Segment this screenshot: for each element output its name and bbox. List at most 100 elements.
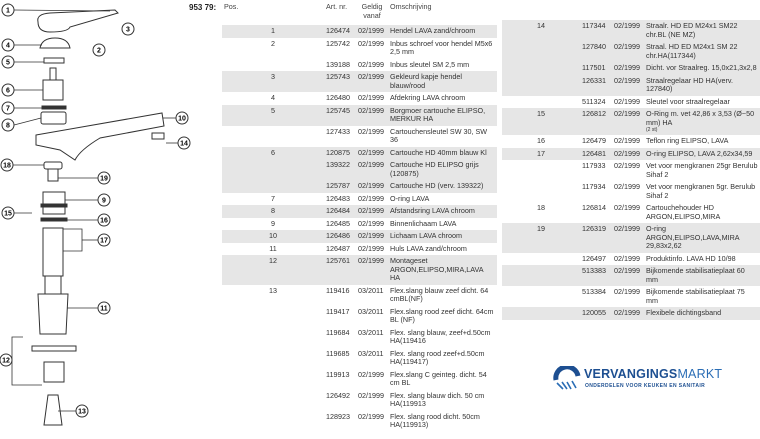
- cell-description: Montageset ARGON,ELIPSO,MIRA,LAVA HA: [388, 255, 497, 285]
- cell-valid-from-text: 02/1999: [614, 109, 640, 118]
- callout-14: 14: [177, 136, 191, 150]
- cell-pos: 9: [222, 218, 324, 231]
- cell-valid-from-text: 02/1999: [358, 243, 384, 253]
- cell-pos: 1: [222, 25, 324, 38]
- cell-pos: 15: [502, 108, 580, 135]
- cell-pos: 12: [222, 255, 324, 285]
- cell-valid-from: 02/1999: [356, 243, 388, 256]
- callout-number: 12: [2, 358, 10, 365]
- cell-pos-text: 1: [271, 26, 275, 35]
- cell-pos: [502, 265, 580, 286]
- cell-valid-from-text: 02/1999: [614, 148, 640, 158]
- cell-art-nr: 127840: [580, 41, 612, 62]
- callout-12: 12: [0, 353, 13, 367]
- header-pos: Pos.: [224, 2, 239, 11]
- callout-9: 9: [97, 193, 111, 207]
- callout-circle: [75, 404, 89, 418]
- cell-art-nr-text: 127840: [582, 42, 606, 51]
- cell-valid-from-text: 02/1999: [614, 224, 640, 233]
- cell-art-nr-text: 126484: [326, 206, 350, 215]
- cell-description: Cartouchehouder HD ARGON,ELIPSO,MIRA: [644, 202, 760, 223]
- cell-description-text: Sleutel voor straalregelaar: [646, 96, 730, 106]
- cell-description-text: Bijkomende stabilisatieplaat 60 mm: [646, 266, 745, 284]
- cell-description-text: Lichaam LAVA chroom: [390, 231, 463, 240]
- cell-art-nr: 126483: [324, 193, 356, 206]
- cell-description-text: O-ring ELIPSO, LAVA 2,62x34,59: [646, 148, 753, 158]
- table-row: 3 125743 02/1999 Gekleurd kapje hendel blau…: [222, 71, 497, 92]
- callout-number: 18: [3, 163, 11, 170]
- cell-pos-text: 3: [271, 72, 275, 81]
- table-row: 17 126481 02/1999 O-ring ELIPSO, LAVA 2,62x…: [502, 147, 760, 160]
- cell-art-nr: 126479: [580, 135, 612, 148]
- cell-art-nr-text: 120055: [582, 308, 606, 317]
- cell-valid-from-text: 02/1999: [614, 21, 640, 30]
- cell-pos-text: 7: [271, 193, 275, 203]
- cell-pos: 2: [222, 38, 324, 59]
- cell-description-text: Afstandsring LAVA chroom: [390, 206, 475, 215]
- table-row: 127840 02/1999 Straal. HD ED M24x1 SM 22 c…: [502, 41, 760, 62]
- callout-number: 13: [78, 409, 86, 416]
- cell-art-nr-text: 513383: [582, 266, 606, 275]
- cell-description: Straal. HD ED M24x1 SM 22 chr.HA(117344): [644, 41, 760, 62]
- cell-art-nr-text: 125745: [326, 105, 350, 115]
- cell-pos: [222, 59, 324, 72]
- cell-description-text: Flex.slang blauw zeef dicht. 64 cmBL(NF): [390, 285, 489, 303]
- cell-art-nr: 117933: [580, 160, 612, 181]
- cell-description-text: Straal. HD ED M24x1 SM 22 chr.HA(117344): [646, 42, 738, 60]
- callout-circle: [97, 193, 111, 207]
- cell-description: Flex. slang blauw dich. 50 cm HA(119913: [388, 390, 497, 411]
- cell-description: Flex.slang C geinteg. dicht. 54 cm BL: [388, 369, 497, 390]
- callout-circle: [177, 136, 191, 150]
- table-row: 15 126812 02/1999 O-Ring m. vet 42,86 x 3,5…: [502, 108, 760, 135]
- cell-valid-from-text: 02/1999: [358, 126, 384, 136]
- cell-valid-from-text: 02/1999: [614, 161, 640, 170]
- callout-circle: [1, 206, 15, 220]
- cell-art-nr: 126481: [580, 147, 612, 160]
- cell-description-text: Straalr. HD ED M24x1 SM22 chr.BL (NE MZ): [646, 21, 738, 39]
- cell-pos: [222, 306, 324, 327]
- cell-description-text: Flex. slang blauw dich. 50 cm HA(119913: [390, 390, 485, 408]
- cell-valid-from-text: 02/1999: [614, 266, 640, 275]
- cell-valid-from-text: 03/2011: [358, 348, 384, 358]
- cell-valid-from: 02/1999: [356, 92, 388, 105]
- table-row: 5 125745 02/1999 Borgmoer cartouche ELIPSO,…: [222, 104, 497, 126]
- cell-description: Produktinfo. LAVA HD 10/98: [644, 253, 760, 266]
- cell-valid-from-text: 02/1999: [358, 105, 384, 115]
- table-row: 119685 03/2011 Flex. slang rood zeef+d.50c…: [222, 348, 497, 369]
- cell-pos: [502, 41, 580, 62]
- cell-pos: 17: [502, 147, 580, 160]
- cell-valid-from-text: 02/1999: [614, 253, 640, 263]
- table-row: 139188 02/1999 Inbus sleutel SM 2,5 mm: [222, 59, 497, 72]
- cell-description-text: Cartouchehouder HD ARGON,ELIPSO,MIRA: [646, 203, 721, 221]
- cell-pos: [222, 369, 324, 390]
- cell-description: Gekleurd kapje hendel blauw/rood: [388, 71, 497, 92]
- callout-number: 7: [6, 106, 10, 113]
- table-row: 513384 02/1999 Bijkomende stabilisatieplaa…: [502, 286, 760, 307]
- cell-valid-from-text: 02/1999: [358, 218, 384, 228]
- cell-pos: 10: [222, 230, 324, 243]
- callout-circle: [92, 43, 106, 57]
- parts-table-right: 14 117344 02/1999 Straalr. HD ED M24x1 SM22…: [502, 20, 760, 320]
- cell-description-text: O-Ring m. vet 42,86 x 3,53 (Ø~50 mm) HA: [646, 109, 755, 127]
- cell-valid-from: 02/1999: [612, 223, 644, 253]
- cell-art-nr: 117934: [580, 181, 612, 202]
- cell-pos-text: 18: [537, 203, 545, 212]
- cell-valid-from-text: 02/1999: [358, 26, 384, 35]
- cell-description: Cartouche HD ELIPSO grijs (120875): [388, 159, 497, 180]
- cell-valid-from: 02/1999: [612, 265, 644, 286]
- cell-description: Bijkomende stabilisatieplaat 75 mm: [644, 286, 760, 307]
- cell-art-nr-text: 117933: [582, 161, 606, 170]
- table-row: 120055 02/1999 Flexibele dichtingsband: [502, 307, 760, 320]
- table-row: 125787 02/1999 Cartouche HD (verv. 139322): [222, 180, 497, 193]
- cell-description: Cartouche HD 40mm blauw Kl: [388, 146, 497, 159]
- callout-number: 10: [178, 116, 186, 123]
- article-code: 953 79:: [189, 3, 217, 12]
- cell-description: O-ring ARGON,ELIPSO,LAVA,MIRA 29,83x2,62: [644, 223, 760, 253]
- cell-art-nr: 126319: [580, 223, 612, 253]
- callout-number: 9: [102, 198, 106, 205]
- cell-description: Inbus schroef voor hendel M5x6 2,5 mm: [388, 38, 497, 59]
- cell-art-nr: 120875: [324, 146, 356, 159]
- cell-valid-from: 02/1999: [356, 180, 388, 193]
- callout-number: 2: [97, 48, 101, 55]
- cell-art-nr-text: 126497: [582, 253, 606, 263]
